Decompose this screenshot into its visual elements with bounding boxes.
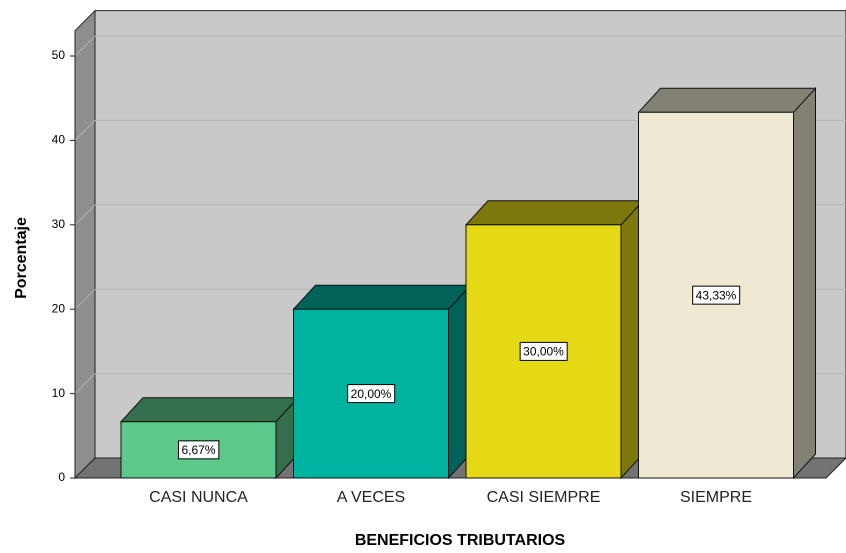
data-label: 43,33% [696,288,737,302]
grid-line [74,288,96,310]
bar-top [119,397,300,423]
y-tick-label: 40 [52,133,66,147]
grid-line [74,120,96,141]
y-tick-label: 10 [52,386,66,400]
bar-top [637,87,817,113]
x-tick-label: A VECES [337,489,405,506]
y-axis-title: Porcentaje [13,217,30,299]
data-label: 30,00% [523,345,564,359]
x-tick-label: SIEMPRE [680,489,752,506]
grid-line [74,373,96,394]
x-tick-label: CASI NUNCA [149,489,248,506]
data-label-box [519,341,568,361]
y-tick-label: 30 [52,217,66,231]
data-label-box [692,285,741,305]
grid-line [74,204,96,226]
data-label: 6,67% [181,443,215,457]
side-wall [74,9,96,480]
y-tick-label: 0 [58,470,65,484]
bar-side [793,87,816,480]
y-tick-label: 50 [52,48,66,62]
y-tick-label: 20 [52,301,66,315]
bar-top [464,200,645,226]
data-label-box [347,384,396,404]
grid-line [74,35,96,57]
bar-top [292,284,472,310]
x-tick-label: CASI SIEMPRE [487,489,601,506]
x-axis-title: BENEFICIOS TRIBUTARIOS [355,532,566,549]
data-label-box [177,440,220,460]
data-label: 20,00% [351,387,392,401]
